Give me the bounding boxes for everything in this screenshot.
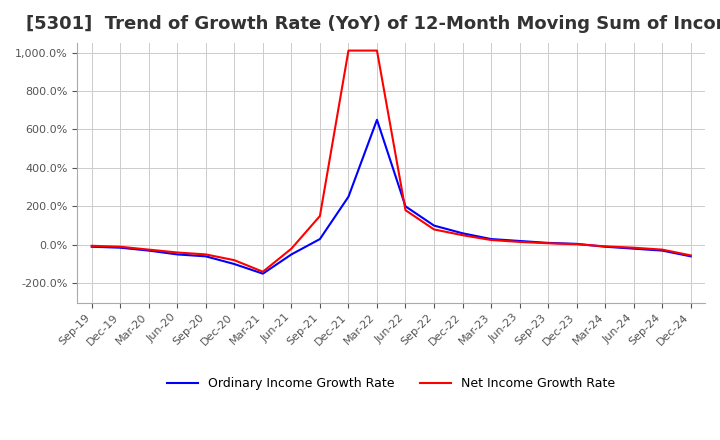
Ordinary Income Growth Rate xyxy=(629,246,638,251)
Net Income Growth Rate xyxy=(202,252,210,257)
Line: Ordinary Income Growth Rate: Ordinary Income Growth Rate xyxy=(91,120,690,274)
Ordinary Income Growth Rate xyxy=(230,261,238,267)
Ordinary Income Growth Rate xyxy=(544,240,552,246)
Net Income Growth Rate xyxy=(145,247,153,252)
Ordinary Income Growth Rate xyxy=(401,204,410,209)
Net Income Growth Rate xyxy=(658,247,667,252)
Net Income Growth Rate xyxy=(544,241,552,246)
Ordinary Income Growth Rate xyxy=(572,241,581,246)
Net Income Growth Rate xyxy=(516,239,524,245)
Net Income Growth Rate xyxy=(315,213,324,219)
Ordinary Income Growth Rate xyxy=(116,245,125,250)
Ordinary Income Growth Rate xyxy=(344,194,353,199)
Line: Net Income Growth Rate: Net Income Growth Rate xyxy=(91,51,690,272)
Ordinary Income Growth Rate xyxy=(487,236,495,242)
Net Income Growth Rate xyxy=(173,250,181,255)
Net Income Growth Rate xyxy=(629,245,638,250)
Net Income Growth Rate xyxy=(601,244,610,249)
Net Income Growth Rate xyxy=(87,243,96,249)
Ordinary Income Growth Rate xyxy=(87,244,96,249)
Net Income Growth Rate xyxy=(686,253,695,258)
Net Income Growth Rate xyxy=(487,237,495,242)
Net Income Growth Rate xyxy=(344,48,353,53)
Ordinary Income Growth Rate xyxy=(145,248,153,253)
Ordinary Income Growth Rate xyxy=(601,244,610,249)
Title: [5301]  Trend of Growth Rate (YoY) of 12-Month Moving Sum of Incomes: [5301] Trend of Growth Rate (YoY) of 12-… xyxy=(26,15,720,33)
Ordinary Income Growth Rate xyxy=(430,223,438,228)
Net Income Growth Rate xyxy=(430,227,438,232)
Ordinary Income Growth Rate xyxy=(658,248,667,253)
Legend: Ordinary Income Growth Rate, Net Income Growth Rate: Ordinary Income Growth Rate, Net Income … xyxy=(162,372,621,395)
Net Income Growth Rate xyxy=(572,242,581,247)
Ordinary Income Growth Rate xyxy=(315,236,324,242)
Ordinary Income Growth Rate xyxy=(258,271,267,276)
Net Income Growth Rate xyxy=(258,269,267,275)
Ordinary Income Growth Rate xyxy=(373,117,382,122)
Net Income Growth Rate xyxy=(458,233,467,238)
Net Income Growth Rate xyxy=(287,246,296,251)
Net Income Growth Rate xyxy=(230,257,238,263)
Ordinary Income Growth Rate xyxy=(516,238,524,244)
Ordinary Income Growth Rate xyxy=(173,252,181,257)
Ordinary Income Growth Rate xyxy=(458,231,467,236)
Net Income Growth Rate xyxy=(401,208,410,213)
Net Income Growth Rate xyxy=(373,48,382,53)
Net Income Growth Rate xyxy=(116,244,125,249)
Ordinary Income Growth Rate xyxy=(686,254,695,259)
Ordinary Income Growth Rate xyxy=(202,254,210,259)
Ordinary Income Growth Rate xyxy=(287,252,296,257)
